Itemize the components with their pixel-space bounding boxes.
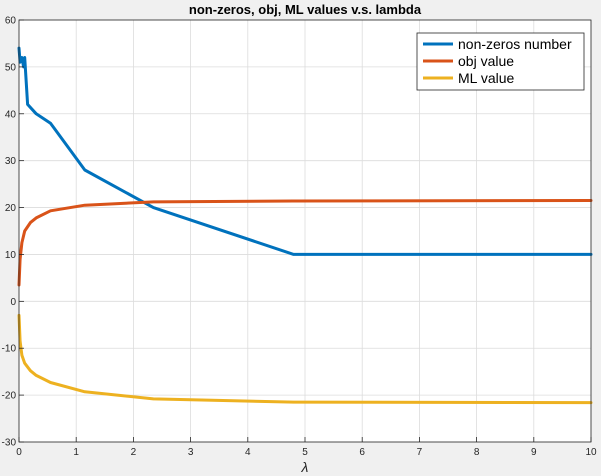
x-tick-label: 8: [474, 447, 480, 458]
y-tick-label: 50: [5, 62, 17, 73]
chart-title: non-zeros, obj, ML values v.s. lambda: [189, 2, 422, 17]
x-tick-label: 9: [531, 447, 537, 458]
legend-label-2: obj value: [458, 53, 514, 69]
x-tick-label: 7: [417, 447, 423, 458]
x-tick-label: 6: [359, 447, 365, 458]
x-tick-label: 10: [585, 447, 597, 458]
series-line-1: [17, 46, 593, 256]
legend-label-3: ML value: [458, 70, 515, 86]
x-tick-label: 3: [188, 447, 194, 458]
y-tick-label: 20: [5, 203, 17, 214]
x-tick-label: 2: [131, 447, 137, 458]
y-tick-label: 60: [5, 16, 17, 27]
legend-label-1: non-zeros number: [458, 36, 572, 52]
series-lines: [17, 46, 593, 405]
y-tick-label: -30: [2, 438, 17, 449]
x-tick-label: 0: [16, 447, 22, 458]
x-tick-label: 5: [302, 447, 308, 458]
series-line-2: [17, 199, 593, 287]
y-tick-label: -20: [2, 391, 17, 402]
x-tick-label: 1: [73, 447, 79, 458]
y-tick-label: 30: [5, 156, 17, 167]
tick-labels: 0 1 2 3 4 5 6 7 8 9 10 -30 -20 -10 0 10 20 30 40 50 60: [2, 16, 597, 459]
series-line-3: [17, 313, 593, 405]
x-tick-label: 4: [245, 447, 251, 458]
y-tick-label: 10: [5, 250, 17, 261]
y-tick-label: -10: [2, 344, 17, 355]
x-axis-label: λ: [301, 459, 309, 475]
y-tick-label: 40: [5, 109, 17, 120]
y-tick-label: 0: [10, 297, 16, 308]
